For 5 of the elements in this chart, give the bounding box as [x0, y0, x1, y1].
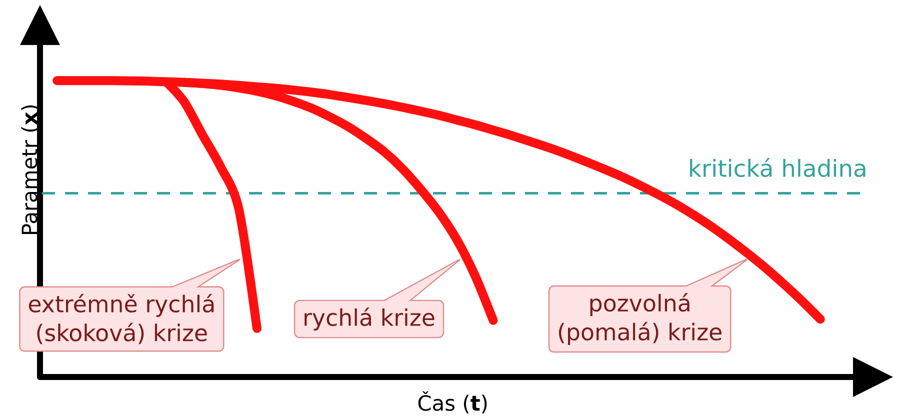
annotation: pozvolná (pomalá) krize — [558, 293, 722, 345]
ref-line-label: kritická hladina — [690, 158, 866, 178]
annotation: extrémně rychlá (skoková) krize — [28, 294, 214, 344]
annotation: rychlá krize — [304, 307, 434, 331]
x-axis-title: Čas (t) — [418, 391, 487, 414]
